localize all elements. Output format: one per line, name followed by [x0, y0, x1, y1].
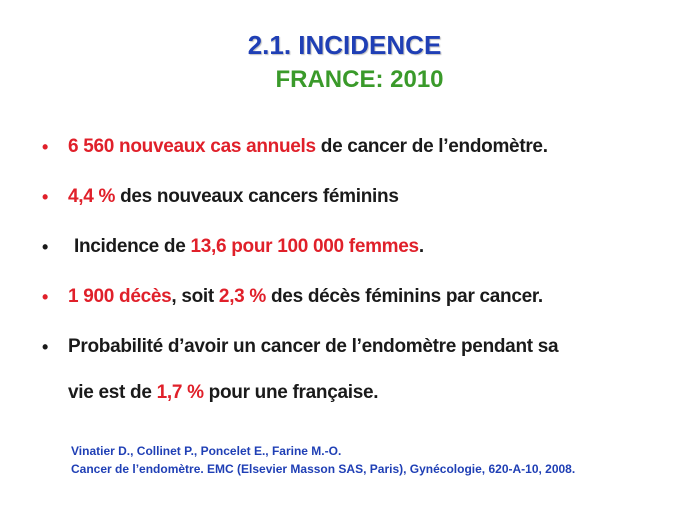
bullet-text: .: [418, 236, 424, 257]
bullet-item-5: • Probabilité d’avoir un cancer de l’end…: [38, 330, 559, 364]
highlight-text: 4,4 %: [68, 186, 116, 207]
bullet-dot-icon: •: [42, 237, 49, 257]
bullet-text: , soit: [171, 286, 219, 307]
bullet-dot-icon: •: [42, 187, 49, 207]
bullet-item-4: • 1 900 décès, soit 2,3 % des décès fémi…: [38, 280, 543, 314]
bullet-text: Probabilité d’avoir un cancer de l’endom…: [68, 336, 559, 357]
bullet-text: des nouveaux cancers féminins: [115, 186, 399, 207]
bullet-text: vie est de: [68, 382, 157, 403]
reference-citation: Cancer de l’endomètre. EMC (Elsevier Mas…: [71, 462, 576, 476]
bullet-text: Incidence de: [74, 236, 191, 257]
slide-title: 2.1. INCIDENCE: [247, 30, 442, 60]
bullet-item-2: • 4,4 % des nouveaux cancers féminins: [38, 180, 399, 214]
bullet-text: pour une française.: [203, 382, 379, 403]
highlight-text: 1,7 %: [156, 382, 204, 403]
highlight-text: 6 560 nouveaux cas annuels: [68, 136, 316, 157]
bullet-dot-icon: •: [42, 287, 49, 307]
bullet-item-3: • Incidence de 13,6 pour 100 000 femmes.: [38, 230, 424, 264]
highlight-text: 13,6 pour 100 000 femmes: [190, 236, 419, 257]
slide-subtitle: FRANCE: 2010: [275, 66, 444, 93]
bullet-text: de cancer de l’endomètre.: [315, 136, 548, 157]
bullet-item-5-line-2: vie est de 1,7 % pour une française.: [38, 376, 379, 410]
bullet-dot-icon: •: [42, 337, 49, 357]
reference: Vinatier D., Collinet P., Poncelet E., F…: [71, 442, 575, 478]
bullet-dot-icon: •: [42, 137, 49, 157]
reference-authors: Vinatier D., Collinet P., Poncelet E., F…: [71, 444, 342, 458]
highlight-text: 2,3 %: [218, 286, 267, 307]
bullet-item-1: • 6 560 nouveaux cas annuels de cancer d…: [38, 130, 548, 164]
highlight-text: 1 900 décès: [68, 286, 172, 307]
bullet-text: des décès féminins par cancer.: [266, 286, 543, 307]
